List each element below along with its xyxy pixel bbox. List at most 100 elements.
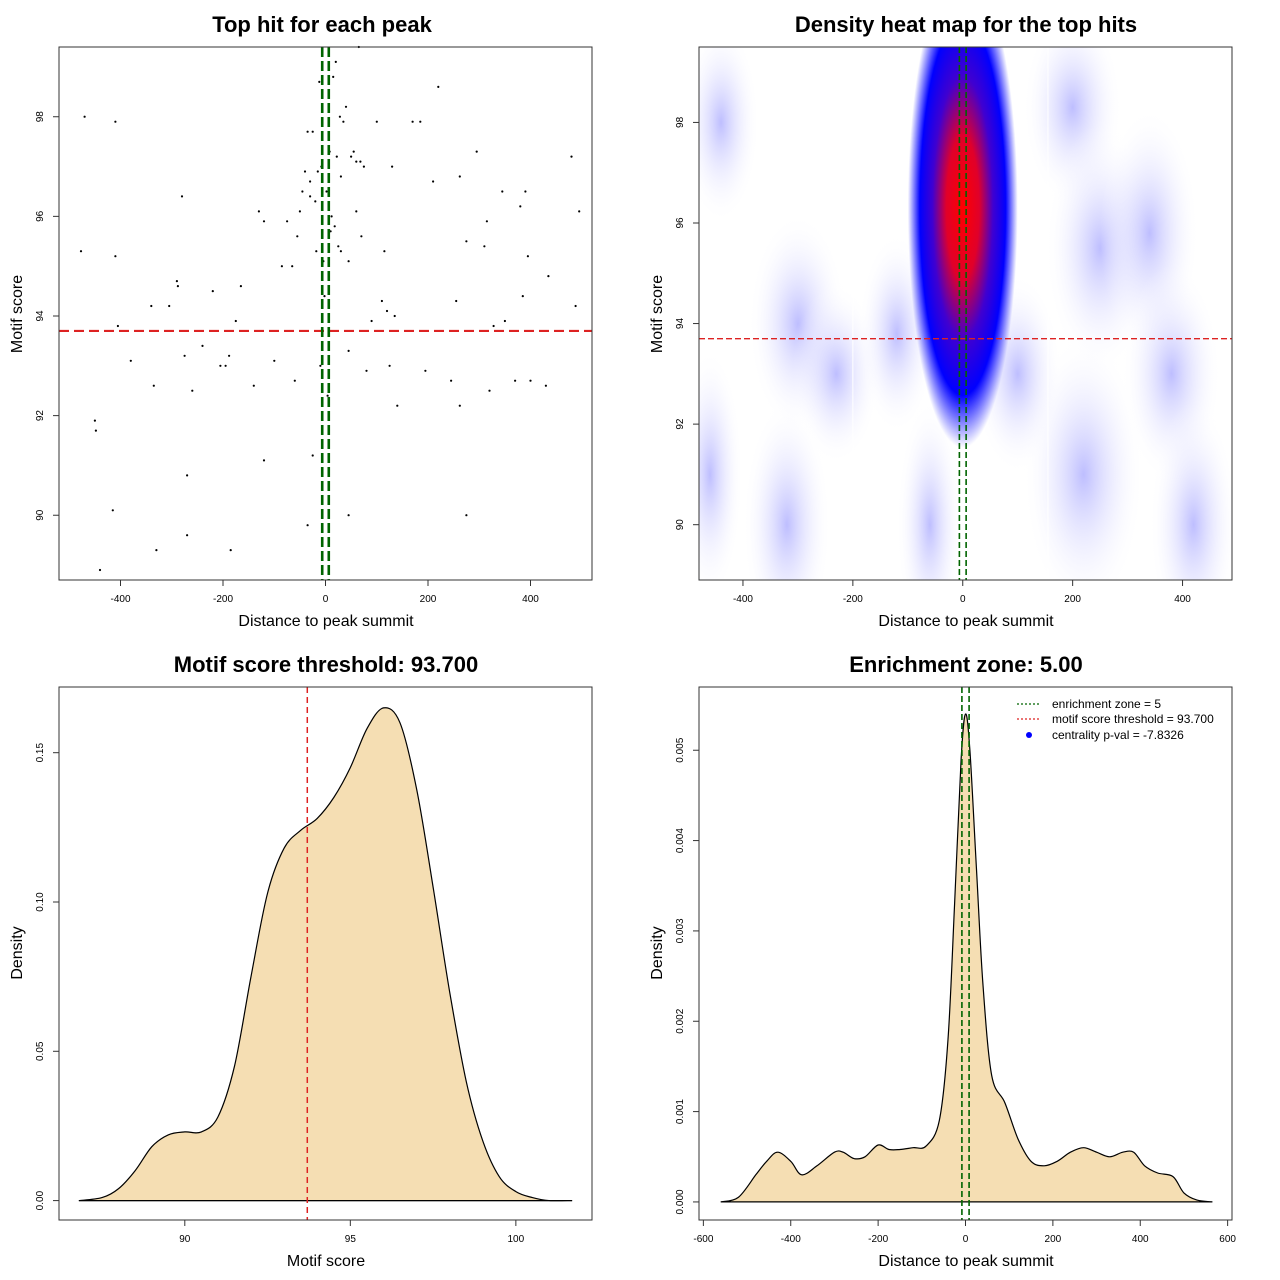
scatter-point [286, 220, 289, 223]
scatter-point [330, 215, 333, 218]
scatter-ytick-label: 92 [35, 410, 46, 422]
scatter-point [79, 250, 83, 253]
score-density-ytick-label: 0.15 [35, 743, 46, 763]
scatter-point [293, 379, 296, 382]
scatter-point [396, 404, 399, 407]
scatter-point [150, 304, 153, 308]
distance-density-frame [698, 686, 1233, 1221]
scatter-point [391, 165, 394, 168]
scatter-ylabel: Motif score [9, 275, 26, 353]
scatter-point [578, 210, 581, 213]
scatter-panel: Top hit for each peak -400 -200 0 200 400 90 9… [9, 12, 593, 630]
scatter-point [503, 319, 506, 323]
scatter-point [544, 384, 548, 387]
scatter-point [311, 454, 314, 457]
scatter-point [514, 379, 517, 382]
heatmap-marks: -400 -200 0 200 400 90 92 94 96 98 [675, 47, 1232, 605]
scatter-point [526, 255, 530, 258]
scatter-point [388, 364, 391, 367]
scatter-point [129, 359, 132, 362]
heatmap-density-blob [792, 283, 881, 465]
scatter-point [224, 364, 227, 367]
scatter-point [296, 235, 299, 238]
heatmap-density-blobs [699, 47, 1232, 580]
legend-threshold-label: motif score threshold = 93.700 [1052, 712, 1214, 726]
heatmap-xtick-label: -400 [733, 594, 753, 605]
heatmap-ytick-label: 94 [675, 318, 686, 330]
score-density-marks: 90 95 100 0.00 0.05 0.10 0.15 [35, 687, 573, 1245]
scatter-point [175, 280, 178, 283]
score-density-xtick-label: 90 [179, 1234, 191, 1245]
scatter-point [458, 175, 461, 178]
scatter-point [365, 369, 368, 372]
distance-density-ylabel: Density [649, 926, 666, 979]
density-area [720, 713, 1213, 1203]
scatter-point [155, 549, 158, 552]
scatter-point [325, 190, 328, 193]
scatter-point [298, 210, 301, 213]
scatter-ytick-label: 96 [35, 210, 46, 222]
heatmap-xtick-label: 0 [960, 594, 966, 605]
distance-density-xtick-label: -600 [693, 1234, 713, 1245]
distance-density-xtick-label: -400 [781, 1234, 801, 1245]
scatter-point [501, 190, 504, 193]
scatter-point [465, 240, 468, 243]
distance-density-ytick-label: 0.005 [675, 737, 686, 762]
scatter-point [574, 304, 577, 308]
distance-density-xtick-label: 600 [1219, 1234, 1236, 1245]
heatmap-hotspot [907, 47, 1018, 448]
heatmap-ylabel: Motif score [649, 275, 666, 353]
heatmap-title: Density heat map for the top hits [795, 12, 1137, 37]
scatter-point [234, 319, 237, 323]
heatmap-frame [698, 46, 1233, 581]
score-density-ytick-label: 0.05 [35, 1041, 46, 1061]
scatter-point [465, 514, 468, 517]
distance-density-ytick-label: 0.000 [675, 1189, 686, 1214]
scatter-point [485, 220, 488, 223]
scatter-point [393, 314, 396, 318]
score-density-xtick-label: 100 [508, 1234, 525, 1245]
scatter-point [280, 265, 283, 268]
heatmap-ytick-label: 90 [675, 519, 686, 531]
density-area [78, 707, 573, 1202]
scatter-title: Top hit for each peak [212, 12, 432, 37]
scatter-point [352, 150, 355, 153]
scatter-point [347, 260, 350, 263]
heatmap-ytick-label: 98 [675, 116, 686, 128]
scatter-point [239, 285, 242, 288]
scatter-point [380, 299, 383, 303]
distance-density-ytick-label: 0.001 [675, 1099, 686, 1124]
heatmap-surface [699, 47, 1232, 580]
scatter-point [450, 379, 453, 382]
scatter-point [180, 195, 184, 198]
scatter-point [186, 534, 189, 537]
scatter-point [116, 324, 119, 328]
score-density-xtick-label: 95 [345, 1234, 357, 1245]
scatter-point [319, 364, 322, 367]
scatter-point [524, 190, 527, 193]
scatter-point [314, 200, 317, 203]
scatter-point [191, 389, 194, 392]
heatmap-ytick-label: 92 [675, 418, 686, 430]
scatter-point [98, 568, 102, 572]
distance-density-ytick-label: 0.003 [675, 918, 686, 943]
scatter-point [355, 160, 358, 163]
scatter-point [309, 180, 312, 183]
scatter-xtick-label: 0 [323, 594, 329, 605]
score-density-frame [58, 686, 593, 1221]
scatter-point [176, 285, 179, 288]
scatter-point [347, 514, 350, 517]
scatter-point [338, 115, 341, 118]
scatter-point [318, 80, 321, 83]
distance-density-title: Enrichment zone: 5.00 [849, 652, 1083, 677]
scatter-ytick-label: 90 [35, 509, 46, 521]
scatter-point [339, 175, 342, 178]
scatter-point [228, 354, 231, 357]
scatter-point [483, 245, 486, 248]
legend-pval-marker [1026, 732, 1032, 738]
scatter-point [385, 309, 389, 313]
scatter-point [333, 225, 336, 228]
distance-density-ytick-label: 0.004 [675, 828, 686, 853]
distance-density-xtick-label: 0 [963, 1234, 969, 1245]
score-density-title: Motif score threshold: 93.700 [174, 652, 478, 677]
